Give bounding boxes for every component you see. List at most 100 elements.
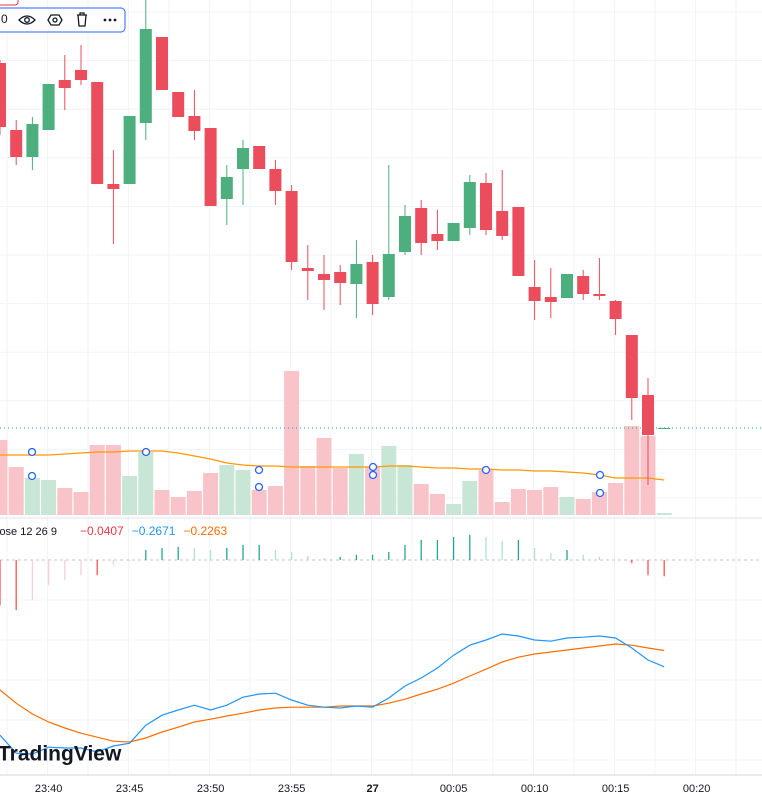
x-tick-label: 23:45 bbox=[116, 783, 144, 795]
volume-bar bbox=[0, 440, 8, 515]
legend-value: 0 bbox=[1, 12, 8, 26]
time-axis: 23:40 23:45 23:50 23:55 27 00:05 00:10 00:15 00:… bbox=[35, 783, 711, 795]
candle-body bbox=[577, 276, 590, 294]
volume-bar bbox=[413, 484, 429, 515]
volume-bar bbox=[348, 454, 364, 515]
volume-bar bbox=[446, 504, 462, 515]
candle-body bbox=[593, 294, 606, 296]
event-marker[interactable] bbox=[481, 465, 491, 475]
candle-body bbox=[625, 335, 638, 398]
volume-bar bbox=[267, 486, 283, 515]
volume-bar bbox=[105, 445, 121, 515]
candle-body bbox=[26, 124, 39, 157]
x-tick-label: 23:55 bbox=[278, 783, 306, 795]
volume-bar bbox=[138, 452, 154, 515]
macd-readouts: −0.0407 −0.2671 −0.2263 bbox=[80, 524, 227, 538]
candle-body bbox=[463, 182, 476, 228]
volume-bar bbox=[219, 465, 235, 515]
candle-body bbox=[301, 268, 314, 271]
volume-bar bbox=[478, 470, 494, 515]
volume-bar bbox=[300, 466, 316, 515]
watermark: TradingView bbox=[0, 743, 122, 766]
candle-body bbox=[285, 191, 298, 262]
volume-bar bbox=[24, 478, 40, 515]
clipped-button[interactable] bbox=[0, 0, 19, 6]
event-marker[interactable] bbox=[27, 471, 37, 481]
candle-body bbox=[642, 395, 654, 435]
candle-body bbox=[334, 272, 347, 283]
macd-label: lose 12 26 9 bbox=[0, 526, 57, 538]
volume-bar bbox=[203, 473, 219, 515]
event-marker[interactable] bbox=[141, 447, 151, 457]
candle-body bbox=[512, 207, 525, 276]
volume-bar bbox=[316, 438, 332, 515]
candle-body bbox=[528, 287, 541, 301]
more-icon[interactable] bbox=[103, 18, 117, 22]
x-tick-label: 23:50 bbox=[197, 783, 225, 795]
candle-body bbox=[382, 254, 395, 297]
candle-body bbox=[10, 130, 23, 157]
volume-bar bbox=[122, 476, 138, 515]
volume-bar bbox=[591, 492, 607, 515]
volume-bar bbox=[89, 445, 105, 515]
candle-body bbox=[42, 84, 55, 130]
candle-body bbox=[139, 29, 152, 123]
volume-bar bbox=[608, 483, 624, 515]
volume-bar bbox=[559, 497, 575, 515]
volume-bar bbox=[365, 467, 381, 515]
volume-bar bbox=[429, 494, 445, 515]
candle-body bbox=[496, 211, 509, 236]
volume-bar bbox=[494, 502, 510, 515]
candle-body bbox=[269, 169, 282, 191]
volume-bar bbox=[510, 489, 526, 515]
candle-body bbox=[318, 274, 330, 280]
x-tick-label: 00:20 bbox=[683, 783, 711, 795]
volume-panel bbox=[0, 371, 672, 515]
candle-body bbox=[75, 70, 87, 80]
candle-body bbox=[447, 223, 460, 241]
x-tick-label: 00:15 bbox=[602, 783, 630, 795]
price-panel bbox=[0, 0, 762, 485]
macd-panel bbox=[0, 534, 762, 755]
event-marker[interactable] bbox=[254, 482, 264, 492]
candle-body bbox=[204, 128, 217, 206]
volume-bar bbox=[543, 487, 559, 515]
event-marker[interactable] bbox=[27, 447, 37, 457]
macd-readout: −0.2263 bbox=[183, 524, 227, 538]
volume-bar bbox=[186, 491, 202, 515]
macd-line bbox=[0, 633, 665, 755]
event-markers bbox=[27, 447, 605, 498]
x-tick-label: 00:05 bbox=[440, 783, 468, 795]
x-tick-label: 23:40 bbox=[35, 783, 63, 795]
candle-body bbox=[431, 234, 444, 241]
volume-bar bbox=[462, 481, 478, 515]
volume-bar bbox=[73, 492, 89, 515]
delete-icon[interactable] bbox=[77, 12, 87, 27]
volume-bar bbox=[8, 467, 24, 515]
volume-bar bbox=[575, 499, 591, 515]
macd-readout: −0.2671 bbox=[132, 524, 176, 538]
volume-bar bbox=[251, 490, 267, 515]
event-marker[interactable] bbox=[368, 470, 378, 480]
candle-body bbox=[91, 82, 104, 184]
volume-bar bbox=[41, 480, 57, 515]
volume-ma-line bbox=[0, 450, 665, 481]
candle-body bbox=[350, 264, 363, 284]
event-marker[interactable] bbox=[368, 462, 378, 472]
event-marker[interactable] bbox=[254, 465, 264, 475]
eye-icon[interactable] bbox=[18, 15, 36, 25]
x-tick-label: 00:10 bbox=[521, 783, 549, 795]
event-marker[interactable] bbox=[595, 470, 605, 480]
event-marker[interactable] bbox=[595, 488, 605, 498]
candle-body bbox=[156, 37, 168, 90]
candle-body bbox=[415, 208, 428, 243]
settings-icon[interactable] bbox=[47, 14, 63, 26]
candle-body bbox=[399, 216, 411, 252]
candle-body bbox=[123, 116, 136, 184]
candle-body bbox=[609, 301, 622, 319]
volume-bar bbox=[332, 468, 348, 515]
signal-line bbox=[0, 643, 665, 743]
volume-bar bbox=[624, 426, 640, 515]
volume-bar bbox=[170, 497, 186, 515]
